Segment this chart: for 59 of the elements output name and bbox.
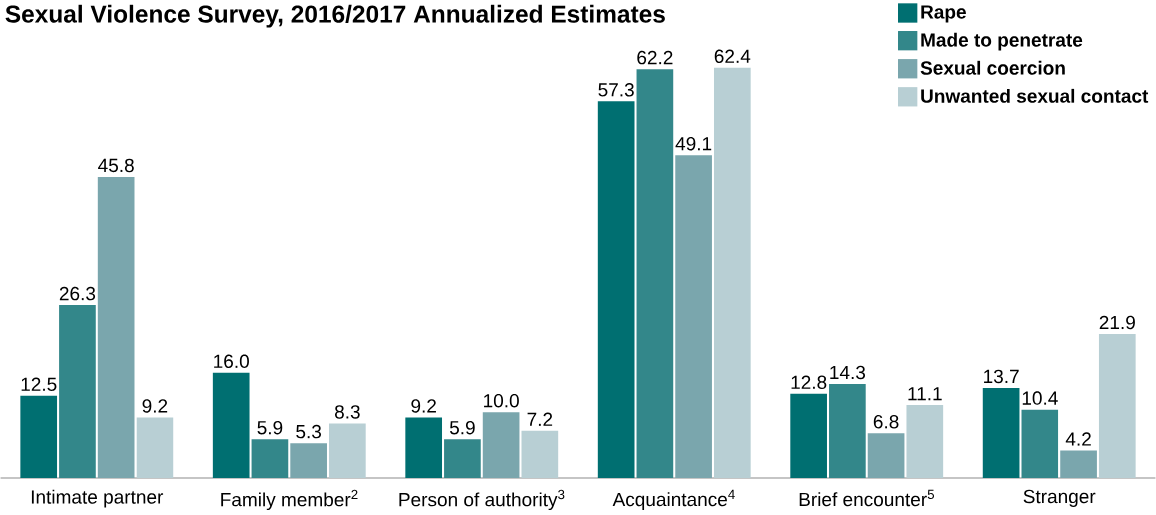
bar <box>636 69 674 479</box>
bar <box>329 423 366 479</box>
bar <box>405 417 443 479</box>
data-label: 14.3 <box>830 365 866 380</box>
legend-label: Made to penetrate <box>921 32 1083 51</box>
bar <box>1098 334 1136 479</box>
x-tick-label: Acquaintance$^{4}$ <box>612 489 735 511</box>
data-label: 11.1 <box>908 387 942 401</box>
data-label: 7.2 <box>527 412 553 427</box>
bar <box>444 439 481 479</box>
data-label: 8.3 <box>334 405 360 419</box>
data-label: 10.0 <box>484 394 519 408</box>
data-label: 62.4 <box>714 49 751 64</box>
data-label: 5.3 <box>296 425 322 439</box>
data-label: 9.2 <box>142 399 168 413</box>
bar <box>713 67 751 479</box>
legend-label: Unwanted sexual contact <box>921 89 1149 104</box>
data-label: 13.7 <box>984 369 1019 384</box>
bar <box>290 443 327 479</box>
data-label: 12.5 <box>21 377 57 392</box>
x-tick-label: Intimate partner <box>31 489 164 508</box>
bar <box>136 417 174 479</box>
x-tick-label: Brief encounter$^{5}$ <box>799 489 935 507</box>
data-label: 4.2 <box>1065 432 1091 446</box>
data-label: 10.4 <box>1022 391 1058 406</box>
bar <box>982 388 1020 479</box>
x-tick-label: Family member$^{2}$ <box>221 489 358 511</box>
bar <box>212 372 250 479</box>
bar <box>251 439 289 479</box>
bar <box>59 305 96 479</box>
bar <box>675 155 712 479</box>
bar <box>790 394 827 479</box>
x-tick-label: Person of authority$^{3}$ <box>399 489 565 511</box>
data-label: 12.8 <box>791 375 827 390</box>
chart-title: Sexual Violence Survey, 2016/2017 Annualized Estimates <box>5 4 665 28</box>
data-label: 9.2 <box>411 399 436 413</box>
data-label: 49.1 <box>675 137 712 151</box>
data-label: 16.0 <box>214 354 249 369</box>
data-label: 57.3 <box>598 83 634 97</box>
bar <box>906 405 944 479</box>
data-label: 5.9 <box>449 421 475 435</box>
bar <box>867 433 905 479</box>
data-label: 62.2 <box>637 51 673 65</box>
bar <box>1060 450 1097 479</box>
data-label: 26.3 <box>59 287 96 301</box>
bar <box>597 101 635 479</box>
bar <box>1021 409 1059 479</box>
x-tick-label: Stranger <box>1023 489 1096 508</box>
legend-label: Rape <box>921 5 966 23</box>
bar <box>20 396 58 479</box>
data-label: 45.8 <box>98 158 134 173</box>
bar <box>521 430 559 479</box>
data-label: 6.8 <box>873 415 899 429</box>
legend-label: Sexual coercion <box>920 61 1065 75</box>
data-label: 5.9 <box>257 421 283 435</box>
bar <box>829 384 866 479</box>
data-label: 21.9 <box>1099 315 1135 330</box>
bar <box>97 177 135 479</box>
bar <box>482 412 520 479</box>
